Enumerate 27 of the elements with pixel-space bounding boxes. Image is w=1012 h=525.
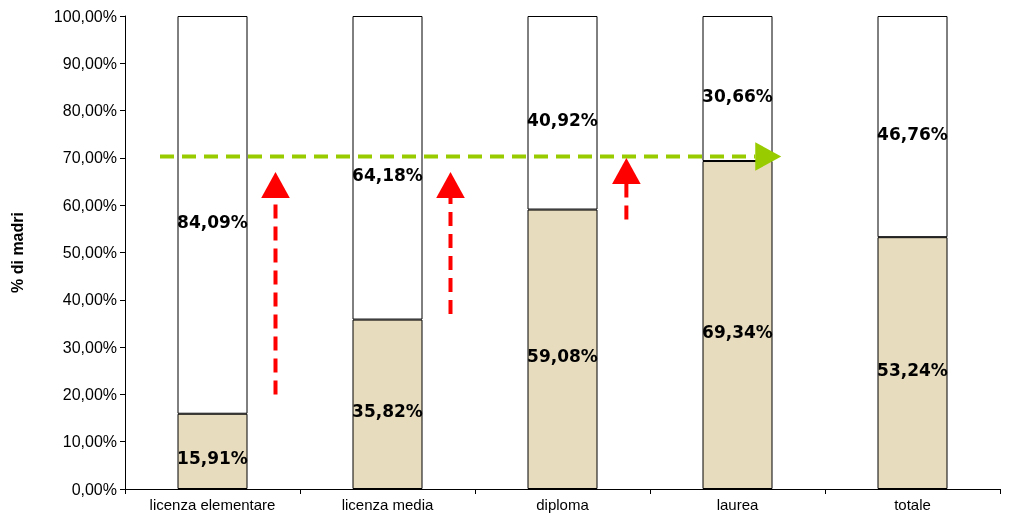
y-tick-label: 60,00%: [62, 196, 117, 214]
data-label: 30,66%: [702, 85, 773, 106]
x-tick-label: laurea: [716, 496, 759, 513]
data-label: 40,92%: [527, 109, 598, 130]
y-axis-title: % di madri: [8, 212, 26, 293]
x-tick-label: totale: [894, 496, 931, 513]
data-label: 69,34%: [702, 322, 773, 343]
x-tick-label: licenza media: [341, 496, 435, 513]
x-tick-label: diploma: [536, 496, 590, 513]
data-label: 84,09%: [177, 211, 248, 232]
data-label: 15,91%: [177, 448, 248, 469]
data-label: 46,76%: [877, 123, 948, 144]
data-label: 53,24%: [877, 360, 948, 381]
y-tick-label: 80,00%: [62, 102, 117, 120]
y-tick-label: 0,00%: [71, 480, 117, 498]
data-label: 64,18%: [352, 164, 423, 185]
y-tick-label: 10,00%: [62, 433, 117, 451]
y-tick-label: 40,00%: [62, 291, 117, 309]
data-label: 59,08%: [527, 346, 598, 367]
y-tick-label: 70,00%: [62, 149, 117, 167]
y-tick-label: 100,00%: [53, 7, 117, 25]
y-tick-label: 20,00%: [62, 385, 117, 403]
y-tick-label: 50,00%: [62, 244, 117, 261]
x-tick-label: licenza elementare: [149, 496, 276, 513]
data-label: 35,82%: [352, 401, 423, 422]
y-tick-label: 90,00%: [62, 54, 117, 72]
y-tick-label: 30,00%: [62, 338, 117, 356]
